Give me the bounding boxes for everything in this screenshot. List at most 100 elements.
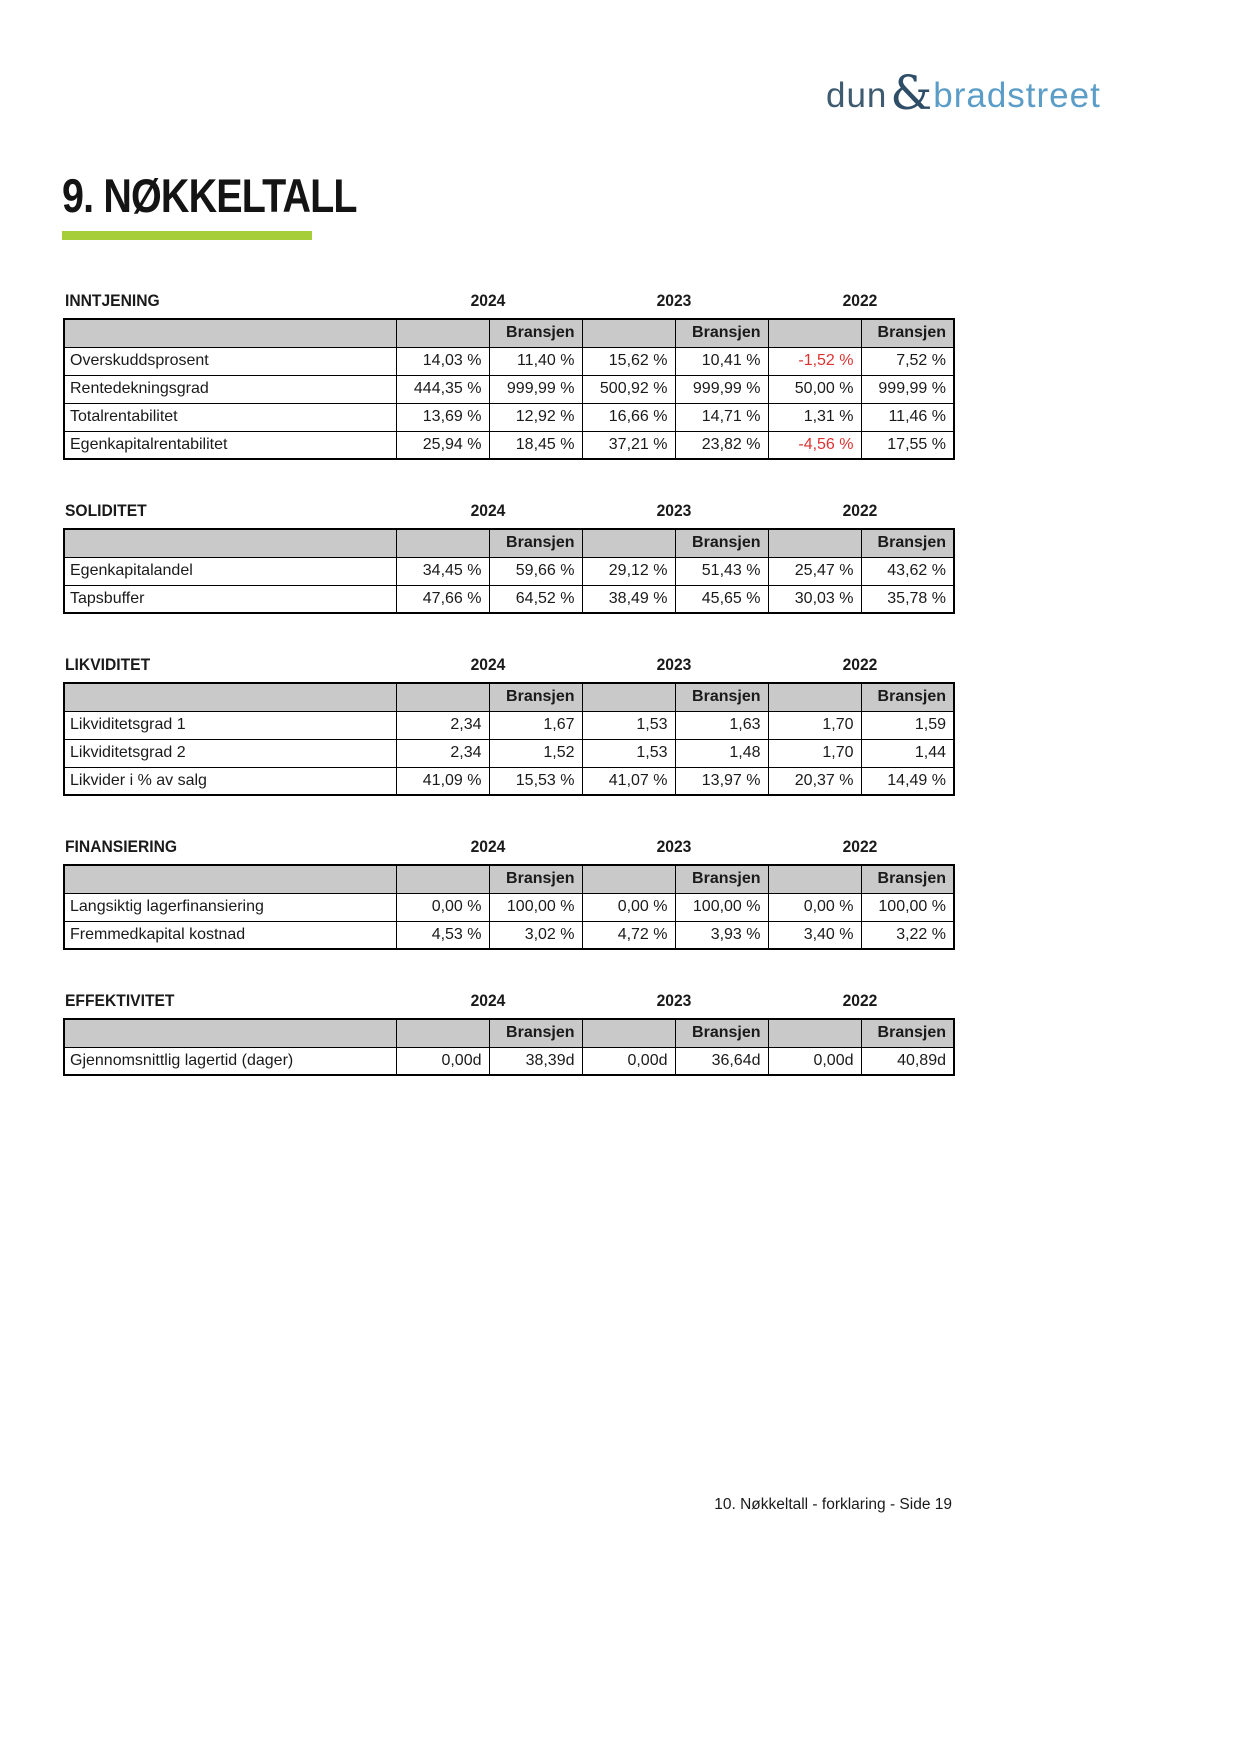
header-empty-cell [395, 528, 490, 558]
footer-page-label: 10. Nøkkeltall - forklaring - Side 19 [714, 1496, 952, 1513]
table-row: Gjennomsnittlig lagertid (dager) 0,00d 38,… [63, 1046, 955, 1076]
row-value: 41,09 % [395, 766, 490, 796]
header-empty-cell [63, 1018, 397, 1048]
bransjen-header: Bransjen [488, 682, 583, 712]
header-empty-cell [395, 864, 490, 894]
bransjen-header: Bransjen [860, 1018, 955, 1048]
table-header-row: Bransjen Bransjen Bransjen [63, 318, 955, 348]
logo-text-bradstreet: bradstreet [933, 76, 1101, 115]
dun-bradstreet-logo: dun & bradstreet [826, 70, 1101, 117]
section-header: SOLIDITET 2024 2023 2022 [63, 500, 953, 522]
row-value: 1,48 [674, 738, 769, 768]
bransjen-header: Bransjen [860, 864, 955, 894]
kpi-table: Bransjen Bransjen Bransjen Likviditetsgr… [63, 682, 955, 796]
year-label: 2024 [470, 837, 506, 856]
row-label: Fremmedkapital kostnad [63, 920, 397, 950]
kpi-section: FINANSIERING 2024 2023 2022 Bransjen Bra… [63, 836, 955, 950]
row-value: 1,52 [488, 738, 583, 768]
header-empty-cell [581, 1018, 676, 1048]
row-value: 1,53 [581, 710, 676, 740]
row-value: 1,59 [860, 710, 955, 740]
row-value: -4,56 % [767, 430, 862, 460]
row-value: 13,69 % [395, 402, 490, 432]
row-label: Rentedekningsgrad [63, 374, 397, 404]
table-row: Langsiktig lagerfinansiering 0,00 % 100,00… [63, 892, 955, 922]
row-value: 0,00d [767, 1046, 862, 1076]
header-empty-cell [63, 318, 397, 348]
kpi-section: EFFEKTIVITET 2024 2023 2022 Bransjen Bra… [63, 990, 955, 1076]
year-label: 2022 [842, 291, 878, 310]
row-value: 3,02 % [488, 920, 583, 950]
bransjen-header: Bransjen [674, 528, 769, 558]
row-value: 16,66 % [581, 402, 676, 432]
row-value: 1,70 [767, 710, 862, 740]
bransjen-header: Bransjen [488, 528, 583, 558]
bransjen-header: Bransjen [488, 864, 583, 894]
header-empty-cell [63, 682, 397, 712]
row-value: 1,44 [860, 738, 955, 768]
row-value: 1,70 [767, 738, 862, 768]
row-value: 3,40 % [767, 920, 862, 950]
row-value: 34,45 % [395, 556, 490, 586]
kpi-table: Bransjen Bransjen Bransjen Gjennomsnittl… [63, 1018, 955, 1076]
row-value: 3,22 % [860, 920, 955, 950]
row-value: 500,92 % [581, 374, 676, 404]
row-value: 100,00 % [674, 892, 769, 922]
year-label: 2023 [656, 837, 692, 856]
bransjen-header: Bransjen [674, 864, 769, 894]
row-value: 10,41 % [674, 346, 769, 376]
bransjen-header: Bransjen [674, 318, 769, 348]
row-label: Overskuddsprosent [63, 346, 397, 376]
bransjen-header: Bransjen [674, 682, 769, 712]
kpi-table: Bransjen Bransjen Bransjen Egenkapitalan… [63, 528, 955, 614]
header-empty-cell [767, 1018, 862, 1048]
header-empty-cell [767, 864, 862, 894]
row-value: 30,03 % [767, 584, 862, 614]
row-value: 29,12 % [581, 556, 676, 586]
row-label: Gjennomsnittlig lagertid (dager) [63, 1046, 397, 1076]
row-value: 11,46 % [860, 402, 955, 432]
row-value: 25,94 % [395, 430, 490, 460]
row-value: 1,63 [674, 710, 769, 740]
row-value: 100,00 % [488, 892, 583, 922]
year-label: 2023 [656, 655, 692, 674]
year-label: 2022 [842, 991, 878, 1010]
row-value: 100,00 % [860, 892, 955, 922]
ampersand-logo-mark: & [890, 66, 933, 121]
table-body: Likviditetsgrad 1 2,34 1,67 1,53 1,63 1,70 1,5… [63, 710, 955, 796]
year-label: 2023 [656, 291, 692, 310]
bransjen-header: Bransjen [674, 1018, 769, 1048]
row-value: 40,89d [860, 1046, 955, 1076]
row-value: 45,65 % [674, 584, 769, 614]
table-row: Likviditetsgrad 1 2,34 1,67 1,53 1,63 1,70 1,5… [63, 710, 955, 740]
row-label: Likviditetsgrad 1 [63, 710, 397, 740]
row-value: 0,00d [581, 1046, 676, 1076]
row-value: 14,71 % [674, 402, 769, 432]
header-empty-cell [63, 528, 397, 558]
header-empty-cell [767, 318, 862, 348]
table-row: Fremmedkapital kostnad 4,53 % 3,02 % 4,72 %… [63, 920, 955, 950]
row-value: 444,35 % [395, 374, 490, 404]
row-value: 41,07 % [581, 766, 676, 796]
kpi-table: Bransjen Bransjen Bransjen Langsiktig la… [63, 864, 955, 950]
table-row: Rentedekningsgrad 444,35 % 999,99 % 500,92 … [63, 374, 955, 404]
row-value: 0,00 % [395, 892, 490, 922]
row-value: 20,37 % [767, 766, 862, 796]
row-value: -1,52 % [767, 346, 862, 376]
row-value: 15,53 % [488, 766, 583, 796]
row-value: 12,92 % [488, 402, 583, 432]
row-value: 14,03 % [395, 346, 490, 376]
year-label: 2024 [470, 501, 506, 520]
year-label: 2024 [470, 655, 506, 674]
section-title: EFFEKTIVITET [65, 991, 175, 1010]
header-empty-cell [767, 528, 862, 558]
row-value: 36,64d [674, 1046, 769, 1076]
bransjen-header: Bransjen [860, 682, 955, 712]
row-value: 23,82 % [674, 430, 769, 460]
title-green-rule [62, 231, 312, 240]
row-label: Likviditetsgrad 2 [63, 738, 397, 768]
row-value: 0,00d [395, 1046, 490, 1076]
row-value: 51,43 % [674, 556, 769, 586]
year-label: 2024 [470, 291, 506, 310]
